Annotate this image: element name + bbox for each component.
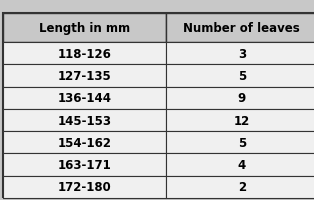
- Bar: [166, 43, 314, 65]
- Bar: [166, 131, 314, 154]
- Text: 5: 5: [238, 136, 246, 149]
- Bar: [166, 87, 314, 109]
- Text: Number of leaves: Number of leaves: [183, 22, 300, 35]
- Text: 12: 12: [234, 114, 250, 127]
- Text: 3: 3: [238, 47, 246, 60]
- Text: 4: 4: [238, 158, 246, 171]
- Text: 127-135: 127-135: [58, 70, 112, 83]
- Bar: [166, 14, 314, 43]
- Bar: [166, 65, 314, 87]
- Bar: [3, 109, 166, 131]
- Bar: [166, 154, 314, 176]
- Text: 136-144: 136-144: [58, 92, 112, 105]
- Bar: [3, 14, 166, 43]
- Text: 2: 2: [238, 180, 246, 193]
- Text: 163-171: 163-171: [58, 158, 112, 171]
- Text: Length in mm: Length in mm: [39, 22, 130, 35]
- Bar: [3, 65, 166, 87]
- Text: 172-180: 172-180: [58, 180, 112, 193]
- Text: 9: 9: [238, 92, 246, 105]
- Text: 154-162: 154-162: [58, 136, 112, 149]
- Bar: [3, 43, 166, 65]
- Bar: [166, 109, 314, 131]
- Text: 145-153: 145-153: [58, 114, 112, 127]
- Bar: [3, 131, 166, 154]
- Text: 118-126: 118-126: [58, 47, 112, 60]
- Text: 5: 5: [238, 70, 246, 83]
- Bar: [166, 176, 314, 198]
- Bar: [3, 176, 166, 198]
- Bar: [3, 154, 166, 176]
- Bar: [3, 87, 166, 109]
